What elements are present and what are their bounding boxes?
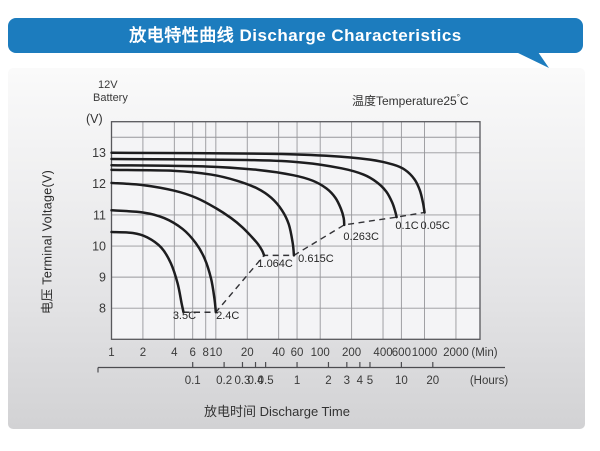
curve-label-1.064C: 1.064C <box>257 258 293 270</box>
plot-area <box>111 121 480 340</box>
page-title: 放电特性曲线 Discharge Characteristics <box>129 26 462 45</box>
curve-0.1C <box>110 157 398 219</box>
x-tick-label-minutes: 2000 <box>443 347 469 359</box>
battery-word-label: Battery <box>93 92 128 104</box>
y-tick-label: 10 <box>92 239 106 253</box>
curve-label-0.263C: 0.263C <box>343 231 379 243</box>
y-tick-label: 9 <box>99 270 106 284</box>
x-tick-label-hours: 0.3 <box>234 375 250 387</box>
x-tick-label-hours: 0.2 <box>216 375 232 387</box>
x-tick-label-minutes: 6 <box>189 347 195 359</box>
curve-3.5C <box>110 230 185 314</box>
gridlines <box>111 121 480 340</box>
y-unit-label: (V) <box>86 112 103 126</box>
curve-label-0.1C: 0.1C <box>395 220 418 232</box>
discharge-curves <box>110 151 426 314</box>
y-tick-label: 13 <box>92 146 106 160</box>
curve-0.05C <box>110 151 426 214</box>
x-tick-label-minutes: 8 <box>203 347 209 359</box>
x-tick-label-minutes: 600 <box>392 347 411 359</box>
hours-axis <box>97 362 505 373</box>
x-axis-title: 放电时间 Discharge Time <box>204 404 350 419</box>
x-tick-label-minutes: 1 <box>108 347 114 359</box>
degree-symbol: ° <box>456 93 460 102</box>
x-tick-label-minutes: 4 <box>171 347 178 359</box>
x-tick-label-minutes: 10 <box>209 347 222 359</box>
x-tick-label-minutes: 40 <box>272 347 285 359</box>
x-tick-label-hours: 1 <box>294 375 300 387</box>
curve-label-2.4C: 2.4C <box>216 310 239 322</box>
x-tick-label-hours: 10 <box>395 375 408 387</box>
curve-label-0.05C: 0.05C <box>421 220 450 232</box>
battery-type-label: 12V Battery <box>93 79 128 105</box>
header-banner: 放电特性曲线 Discharge Characteristics <box>8 18 583 53</box>
x-tick-label-hours: 2 <box>325 375 331 387</box>
curve-0.263C <box>110 163 346 227</box>
curve-1.064C <box>110 181 266 257</box>
y-axis-title: 电压 Terminal Voltage(V) <box>40 169 55 315</box>
y-tick-label: 12 <box>92 177 106 191</box>
curve-label-3.5C: 3.5C <box>173 310 196 322</box>
x-tick-label-minutes: 400 <box>373 347 392 359</box>
x-tick-label-hours: 20 <box>426 375 439 387</box>
plot-border <box>110 121 481 340</box>
x-tick-label-minutes: 200 <box>342 347 361 359</box>
temperature-label: 温度Temperature25°C <box>352 93 469 108</box>
curve-2.4C <box>110 209 218 314</box>
x-tick-label-hours: 3 <box>344 375 350 387</box>
x-tick-label-minutes: 1000 <box>412 347 438 359</box>
x-tick-label-hours: 0.4 <box>248 375 265 387</box>
x-tick-label-minutes: 100 <box>311 347 330 359</box>
x-unit-minutes: (Min) <box>471 347 497 359</box>
x-tick-label-minutes: 20 <box>241 347 254 359</box>
x-tick-label-hours: 4 <box>357 375 364 387</box>
y-tick-label: 11 <box>93 208 106 222</box>
banner-tail <box>516 52 549 68</box>
x-tick-label-minutes: 2 <box>140 347 146 359</box>
x-tick-label-minutes: 60 <box>291 347 304 359</box>
battery-voltage-label: 12V <box>98 79 118 91</box>
x-tick-label-hours: 5 <box>367 375 373 387</box>
curve-0.615C <box>110 168 296 257</box>
curve-label-0.615C: 0.615C <box>298 253 334 265</box>
x-unit-hours: (Hours) <box>470 375 509 387</box>
x-tick-label-hours: 0.5 <box>258 375 274 387</box>
y-tick-label: 8 <box>99 302 106 316</box>
x-tick-label-hours: 0.1 <box>185 375 201 387</box>
